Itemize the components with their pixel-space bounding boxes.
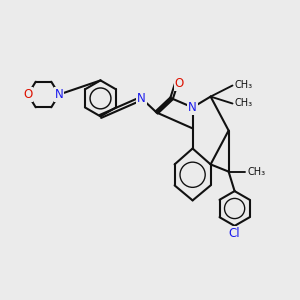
Text: N: N — [55, 88, 64, 101]
Text: N: N — [137, 92, 146, 105]
Text: CH₃: CH₃ — [235, 80, 253, 91]
Text: CH₃: CH₃ — [248, 167, 266, 177]
Text: O: O — [175, 77, 184, 90]
Text: Cl: Cl — [229, 227, 240, 240]
Text: CH₃: CH₃ — [235, 98, 253, 109]
Text: O: O — [23, 88, 32, 101]
Text: N: N — [188, 101, 197, 114]
